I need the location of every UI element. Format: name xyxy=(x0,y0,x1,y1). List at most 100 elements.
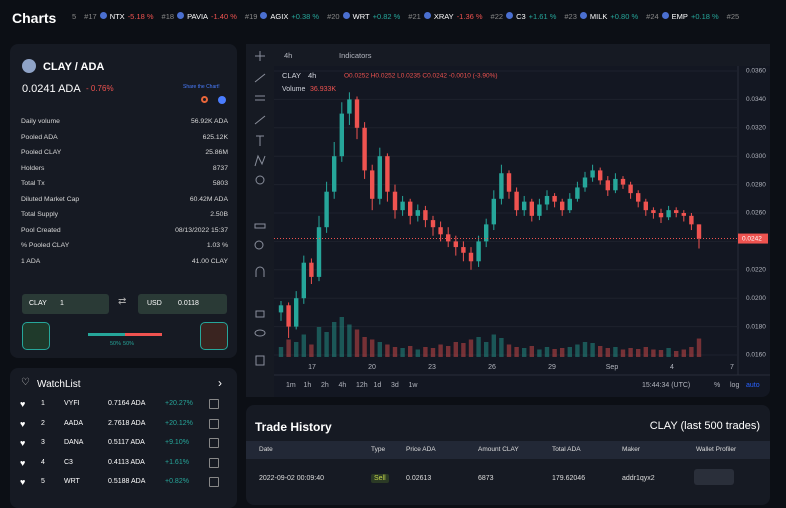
ratio-bar xyxy=(88,333,162,336)
timeframe[interactable]: 1w xyxy=(409,382,419,389)
ratio-segment xyxy=(88,333,125,336)
share-icon[interactable] xyxy=(201,96,208,103)
ticker-icon xyxy=(661,12,669,19)
heart-icon: ♥ xyxy=(20,457,26,468)
volume-bar xyxy=(324,332,329,357)
watch-name: VYFI xyxy=(64,400,80,407)
heart-icon: ♥ xyxy=(20,438,26,448)
watch-change: +0.82% xyxy=(165,478,189,485)
stat-label: Holders xyxy=(21,164,45,172)
stat-label: 1 ADA xyxy=(21,257,41,265)
to-box[interactable]: USD 0.0118 xyxy=(138,294,227,314)
candle-body xyxy=(430,220,436,228)
ticker-item[interactable]: #24 EMP +0.18 % xyxy=(646,12,719,21)
timeframe[interactable]: 3d xyxy=(391,382,399,389)
watch-row[interactable]: ♥ 3 DANA 0.5117 ADA +9.10% xyxy=(20,438,230,459)
column-header: Wallet Profiler xyxy=(696,446,737,453)
tool-pattern[interactable] xyxy=(254,154,266,167)
volume-bar xyxy=(377,342,382,357)
tool-eye[interactable] xyxy=(254,329,266,337)
x-tick-label: 20 xyxy=(368,364,376,371)
from-box[interactable]: CLAY 1 xyxy=(22,294,109,314)
timeframe[interactable]: 1m xyxy=(286,382,296,389)
ratio-labels: 50% 50% xyxy=(110,341,134,347)
volume-bar xyxy=(643,347,648,357)
chart-icon xyxy=(209,418,219,429)
tool-magnet[interactable] xyxy=(255,266,265,277)
share-link[interactable]: Share the Chart! xyxy=(183,84,220,90)
tool-text[interactable] xyxy=(256,135,264,146)
interval[interactable]: 4h xyxy=(284,51,292,60)
watch-row[interactable]: ♥ 4 C3 0.4113 ADA +1.61% xyxy=(20,457,230,479)
ticker-item[interactable]: #23 MILK +0.80 % xyxy=(564,12,638,21)
ticker-item[interactable]: 5 xyxy=(72,12,77,21)
ticker-item[interactable]: #17 NTX -5.18 % xyxy=(84,12,154,21)
tool-ruler[interactable] xyxy=(254,223,266,229)
watch-name: DANA xyxy=(64,439,84,446)
chart-icon xyxy=(209,438,219,448)
ticker-item[interactable]: #19 AGIX +0.38 % xyxy=(245,12,319,21)
y-tick-label: 0.0220 xyxy=(746,267,766,274)
scale-option[interactable]: log xyxy=(730,382,739,389)
ticker-icon xyxy=(423,12,431,19)
candle-body xyxy=(446,234,451,242)
ticker-item[interactable]: #25 xyxy=(726,12,740,21)
scale-option[interactable]: auto xyxy=(746,382,760,389)
bull-button[interactable] xyxy=(22,322,50,350)
trade-row: 2022-09-02 00:09:40 Sell 0.02613 6873 179.62… xyxy=(246,469,770,495)
ticker-item[interactable]: #18 PAVIA -1.40 % xyxy=(162,12,237,21)
tool-lock[interactable] xyxy=(255,310,265,318)
x-tick-label: 17 xyxy=(308,364,316,371)
candle-body xyxy=(423,210,428,221)
ticker-change: +0.82 % xyxy=(372,12,401,21)
watch-row[interactable]: ♥ 5 WRT 0.5188 ADA +0.82% xyxy=(20,477,230,498)
bear-button[interactable] xyxy=(200,322,228,350)
indicators[interactable]: Indicators xyxy=(339,51,372,60)
tool-trash[interactable] xyxy=(255,355,265,366)
candle-body xyxy=(301,262,306,299)
volume-bar xyxy=(294,342,299,357)
ticker-item[interactable]: #21 XRAY -1.36 % xyxy=(408,12,483,21)
candle-body xyxy=(529,201,534,216)
stat-label: Pool Created xyxy=(21,226,61,234)
candle-body xyxy=(438,227,443,235)
ticker-item[interactable]: #22 C3 +1.61 % xyxy=(491,12,556,21)
ratio-segment xyxy=(125,333,162,336)
tool-emoji[interactable] xyxy=(255,175,265,185)
stat-row: % Pooled CLAY 1.03 % xyxy=(21,242,228,258)
volume-bar xyxy=(666,348,671,357)
ticker-symbol: NTX xyxy=(109,12,125,21)
volume-bar xyxy=(468,339,474,357)
trade-cell: addr1qyx2 xyxy=(622,475,655,482)
ticker-rank: #23 xyxy=(564,12,577,21)
volume-bar xyxy=(392,347,398,357)
candle-body xyxy=(552,195,557,202)
volume-bar xyxy=(362,337,367,357)
timeframe[interactable]: 1d xyxy=(374,382,382,389)
timeframe[interactable]: 2h xyxy=(321,382,329,389)
volume-bar xyxy=(537,349,542,357)
ticker-symbol: MILK xyxy=(589,12,608,21)
header: Charts 5 #17 NTX -5.18 % #18 PAVIA -1.40 % #19 A… xyxy=(0,0,786,36)
timeframe[interactable]: 12h xyxy=(356,382,368,389)
swap-icon[interactable]: ⇄ xyxy=(118,296,127,307)
watch-row[interactable]: ♥ 2 AADA 2.7618 ADA +20.12% xyxy=(20,418,230,440)
volume-bar xyxy=(370,339,375,357)
tool-pen[interactable] xyxy=(254,115,266,125)
watch-row[interactable]: ♥ 1 VYFI 0.7164 ADA +20.27% xyxy=(20,399,230,420)
candle-body xyxy=(605,180,610,191)
tool-zoom[interactable] xyxy=(254,240,264,250)
heart-icon: ♥ xyxy=(20,418,26,429)
tool-line[interactable] xyxy=(254,73,266,83)
profiler-button[interactable] xyxy=(694,469,734,485)
ticker-change: +0.38 % xyxy=(291,12,320,21)
watchlist-arrow[interactable]: › xyxy=(218,376,222,390)
globe-icon[interactable] xyxy=(218,96,226,104)
ticker-item[interactable]: #20 WRT +0.82 % xyxy=(327,12,400,21)
trades-body: 2022-09-02 00:09:40 Sell 0.02613 6873 179.62… xyxy=(246,469,770,495)
volume-bar xyxy=(301,334,306,357)
timeframe[interactable]: 1h xyxy=(304,382,312,389)
timeframe[interactable]: 4h xyxy=(339,382,347,389)
scale-option[interactable]: % xyxy=(714,382,720,389)
